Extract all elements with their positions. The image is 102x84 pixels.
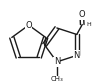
Text: N: N bbox=[74, 51, 80, 60]
Text: O: O bbox=[25, 21, 32, 30]
Text: N: N bbox=[54, 57, 60, 66]
Text: O: O bbox=[78, 10, 85, 19]
Text: CH₃: CH₃ bbox=[50, 76, 63, 82]
Text: H: H bbox=[86, 22, 91, 27]
